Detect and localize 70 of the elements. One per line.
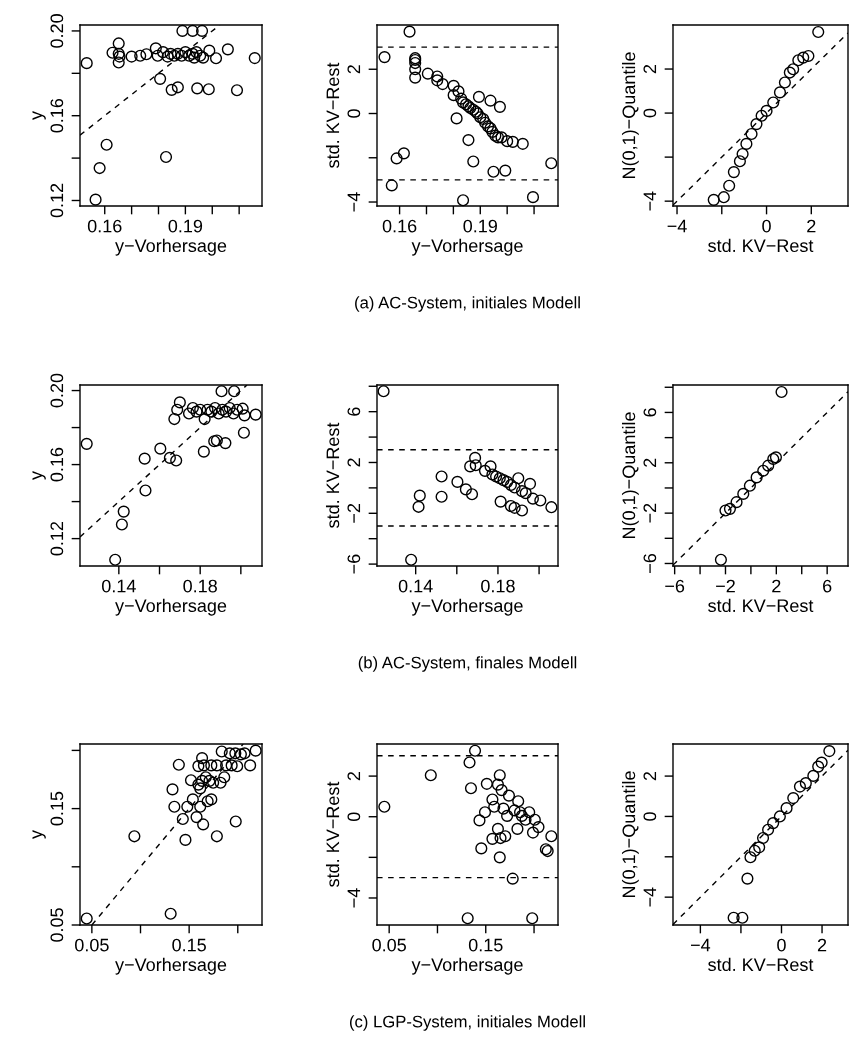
y-tick-label: 0.12: [50, 183, 64, 218]
x-tick-label: −4: [690, 938, 711, 952]
x-axis-title: std. KV−Rest: [708, 957, 814, 972]
x-tick-label: 2: [817, 938, 827, 952]
x-axis-title: std. KV−Rest: [708, 238, 814, 253]
y-tick-label: −2: [347, 503, 361, 523]
x-tick-label: −6: [665, 579, 685, 593]
y-tick-label: −4: [347, 888, 361, 908]
y-tick-label: 0: [347, 812, 361, 822]
x-tick-label: 0: [777, 938, 786, 952]
x-axis-title: y−Vorhersage: [411, 957, 523, 975]
y-axis-title: y: [32, 111, 46, 120]
y-axis-title: N(0,1)−Quantile: [621, 771, 639, 897]
y-tick-label: −2: [643, 503, 657, 523]
x-tick-label: 0.14: [101, 579, 136, 593]
y-tick-label: 0.20: [50, 14, 64, 48]
y-tick-label: 2: [347, 771, 361, 781]
y-tick-label: 0.20: [50, 373, 64, 408]
x-axis-title: y−Vorhersage: [411, 598, 523, 616]
x-tick-label: 0.05: [372, 938, 406, 952]
x-tick-label: −4: [667, 219, 687, 233]
y-axis-title: std. KV−Rest: [325, 62, 340, 168]
x-tick-label: 0.16: [87, 219, 122, 233]
y-tick-label: 0.16: [50, 447, 64, 482]
text: (b) AC-System, finales Modell: [358, 656, 577, 672]
x-tick-label: 2: [807, 219, 816, 233]
y-tick-label: 2: [643, 64, 657, 74]
x-tick-label: 0.14: [398, 579, 433, 593]
y-tick-label: 0: [643, 108, 657, 118]
text: (a) AC-System, initiales Modell: [355, 296, 580, 312]
y-axis-title: y: [32, 830, 46, 839]
x-tick-label: 0.18: [183, 579, 217, 593]
x-tick-label: 0: [762, 219, 771, 233]
y-tick-label: −4: [643, 887, 657, 907]
y-tick-label: 0.16: [50, 98, 64, 133]
y-tick-label: 0: [347, 109, 361, 118]
y-tick-label: −4: [347, 192, 361, 212]
x-axis-title: y−Vorhersage: [115, 238, 227, 256]
x-tick-label: 0.15: [468, 938, 503, 952]
y-tick-label: 0.12: [50, 521, 64, 556]
y-axis-title: y: [32, 471, 46, 480]
y-axis-title: std. KV−Rest: [325, 422, 340, 528]
y-tick-label: 2: [347, 65, 361, 74]
y-tick-label: −6: [643, 553, 657, 573]
y-tick-label: 2: [643, 458, 657, 467]
y-tick-label: −4: [643, 191, 657, 211]
x-axis-title: y−Vorhersage: [115, 598, 227, 616]
x-axis-title: y−Vorhersage: [115, 957, 227, 975]
y-tick-label: 2: [347, 458, 361, 467]
y-tick-label: 6: [643, 408, 657, 417]
y-tick-label: 2: [643, 771, 657, 781]
y-tick-label: 0.15: [50, 791, 64, 826]
y-axis-title: N(0,1)−Quantile: [621, 412, 639, 538]
y-axis-title: N(0,1)−Quantile: [621, 52, 639, 178]
y-tick-label: 0: [643, 812, 657, 821]
text: (c) LGP-System, initiales Modell: [349, 1015, 585, 1031]
x-tick-label: 0.19: [168, 219, 203, 233]
x-tick-label: 0.19: [463, 219, 497, 233]
y-axis-title: std. KV−Rest: [325, 781, 340, 887]
x-tick-label: 2: [772, 579, 781, 593]
x-tick-label: 0.18: [481, 579, 515, 593]
x-tick-label: 0.16: [382, 219, 417, 233]
x-axis-title: y−Vorhersage: [411, 238, 523, 256]
x-tick-label: 0.15: [172, 938, 206, 952]
x-tick-label: −2: [716, 579, 735, 593]
y-tick-label: −6: [347, 554, 361, 574]
y-tick-label: 6: [347, 407, 361, 416]
x-tick-label: 0.05: [75, 938, 109, 952]
x-tick-label: 6: [823, 579, 832, 593]
x-axis-title: std. KV−Rest: [708, 598, 814, 613]
